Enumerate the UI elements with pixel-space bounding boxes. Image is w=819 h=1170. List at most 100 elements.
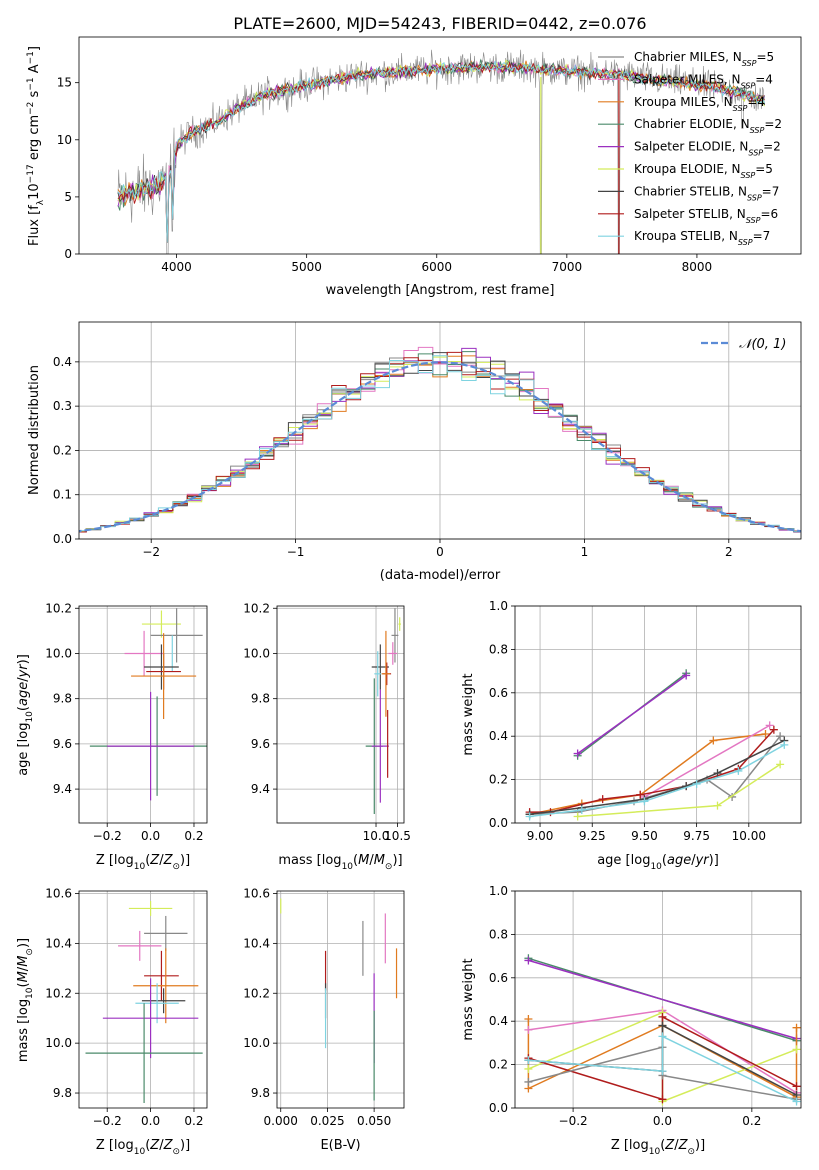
mass-weight-marker: [525, 812, 534, 821]
mass-weight-marker: [682, 671, 691, 680]
x-tick-label: 9.25: [579, 829, 606, 843]
y-tick-label: 10.0: [45, 646, 72, 660]
mass-weight-marker: [658, 1021, 667, 1030]
y-tick-label: 10.0: [243, 646, 270, 660]
mass-weight-marker: [577, 805, 586, 814]
legend-entry: Salpeter STELIB, NSSP=6: [634, 207, 778, 225]
axes-frame: [78, 36, 802, 255]
mass-weight-marker: [769, 725, 778, 734]
x-tick-label: 0.0: [653, 1114, 672, 1128]
axes-mass_vs_EBV: 0.000 0.025 0.050 9.8 10.0 10.2 10.4 10.6: [243, 886, 405, 1128]
x-tick-label: 5000: [291, 260, 322, 274]
mass-weight-marker: [776, 760, 785, 769]
mass-weight-line: [528, 1035, 797, 1103]
x-tick-label: −0.2: [559, 1114, 588, 1128]
x-axis-label: E(B-V): [320, 1138, 360, 1153]
x-tick-label: 0.0: [141, 829, 160, 843]
plot-area-residuals: [79, 346, 801, 533]
axes-frame: [514, 605, 802, 824]
y-tick-label: 9.8: [251, 1086, 270, 1100]
y-tick-label: 0.2: [489, 773, 508, 787]
mass-weight-marker: [713, 801, 722, 810]
plot-area-age_vs_mass: [365, 608, 401, 814]
axes-mass_vs_Z: −0.2 0.0 0.2 9.8 10.0 10.2 10.4 10.6: [45, 886, 208, 1128]
histogram-series: [79, 355, 801, 532]
mass-weight-marker: [792, 1023, 801, 1032]
mass-weight-marker: [776, 732, 785, 741]
x-tick-label: 10.0: [363, 829, 390, 843]
legend-entry: Chabrier MILES, NSSP=5: [634, 50, 774, 68]
y-tick-label: 10.0: [243, 1036, 270, 1050]
plot-area-spectrum: [117, 49, 766, 254]
y-tick-label: 0.0: [489, 816, 508, 830]
y-tick-label: 10.2: [45, 601, 72, 615]
y-tick-label: 9.8: [53, 692, 72, 706]
mass-weight-marker: [658, 1012, 667, 1021]
y-tick-label: 0.0: [53, 532, 72, 546]
y-tick-label: 9.4: [53, 782, 72, 796]
x-axis-label: wavelength [Angstrom, rest frame]: [326, 283, 555, 298]
y-tick-label: 1.0: [489, 599, 508, 613]
legend-entry: Chabrier ELODIE, NSSP=2: [634, 117, 782, 135]
x-tick-label: 9.75: [683, 829, 710, 843]
axes-mass_weight_vs_age: 9.00 9.25 9.50 9.75 10.00 0.0 0.2 0.4 0.6 0.8 1.0: [489, 599, 802, 843]
histogram-series: [79, 356, 801, 532]
y-tick-label: 0.6: [489, 971, 508, 985]
mass-weight-line: [529, 744, 785, 818]
x-tick-label: 9.00: [527, 829, 554, 843]
mass-weight-marker: [524, 1077, 533, 1086]
axes-frame: [78, 321, 802, 540]
figure-title: PLATE=2600, MJD=54243, FIBERID=0442, z=0…: [233, 14, 646, 33]
mass-weight-line: [529, 739, 785, 816]
legend-entry: Kroupa STELIB, NSSP=7: [634, 229, 770, 247]
y-tick-label: 10.4: [45, 936, 72, 950]
y-tick-label: 5: [64, 190, 72, 204]
y-tick-label: 9.8: [53, 1086, 72, 1100]
x-tick-label: 4000: [161, 260, 192, 274]
axes-mass_weight_vs_Z: −0.2 0.0 0.2 0.0 0.2 0.4 0.6 0.8 1.0: [489, 884, 802, 1128]
plot-area-mass_vs_EBV: [280, 898, 398, 1101]
legend-entry: Kroupa MILES, NSSP=4: [634, 95, 765, 113]
y-tick-label: 0: [64, 247, 72, 261]
x-axis-label: (data-model)/error: [380, 568, 501, 583]
legend-entry: Chabrier STELIB, NSSP=7: [634, 184, 779, 202]
plot-area-mass_vs_Z: [85, 900, 203, 1104]
mass-weight-marker: [792, 1082, 801, 1091]
y-tick-label: 0.3: [53, 399, 72, 413]
x-tick-label: 0.025: [310, 1114, 344, 1128]
mass-weight-marker: [524, 1015, 533, 1024]
y-tick-label: 0.8: [489, 927, 508, 941]
axes-frame: [78, 890, 208, 1109]
x-tick-label: 0.0: [141, 1114, 160, 1128]
mass-weight-marker: [792, 1097, 801, 1106]
y-tick-label: 0.4: [489, 1014, 508, 1028]
y-tick-label: 9.4: [251, 782, 270, 796]
mass-weight-marker: [573, 812, 582, 821]
y-tick-label: 0.8: [489, 642, 508, 656]
plot-area-mass_weight_vs_Z: [524, 954, 801, 1106]
x-axis-label: mass [log10(M/M⊙)]: [278, 853, 402, 872]
x-axis-label: age [log10(age/yr)]: [597, 853, 719, 872]
axes-residuals: −2 −1 0 1 2 0.0 0.1 0.2 0.3 0.4: [53, 321, 802, 559]
mass-weight-line: [644, 724, 771, 798]
axes-age_vs_Z: −0.2 0.0 0.2 9.4 9.6 9.8 10.0 10.2: [45, 601, 208, 843]
y-axis-label: mass weight: [461, 958, 476, 1040]
y-tick-label: 0.1: [53, 488, 72, 502]
mass-weight-marker: [734, 766, 743, 775]
mass-weight-marker: [713, 769, 722, 778]
mass-weight-marker: [524, 1056, 533, 1065]
y-tick-label: 0.2: [489, 1058, 508, 1072]
normal-curve: [79, 361, 801, 533]
x-tick-label: 0.2: [184, 1114, 203, 1128]
mass-weight-marker: [792, 1045, 801, 1054]
y-tick-label: 10.2: [243, 601, 270, 615]
legend-entry: Kroupa ELODIE, NSSP=5: [634, 162, 773, 180]
y-tick-label: 0.0: [489, 1101, 508, 1115]
mass-weight-marker: [780, 740, 789, 749]
plot-area-age_vs_Z: [89, 608, 207, 801]
x-tick-label: −2: [142, 545, 160, 559]
mass-weight-marker: [692, 779, 701, 788]
y-axis-label: mass weight: [461, 673, 476, 755]
legend-entry: Salpeter MILES, NSSP=4: [634, 72, 773, 90]
y-tick-label: 9.8: [251, 692, 270, 706]
